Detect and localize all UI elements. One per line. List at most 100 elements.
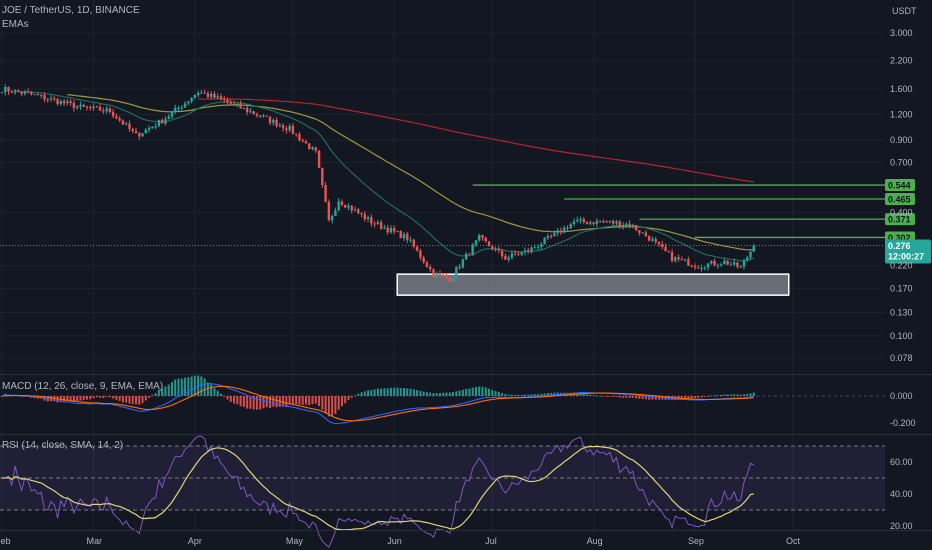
macd-histogram-bar — [716, 395, 719, 396]
macd-histogram-bar — [102, 396, 105, 399]
candle — [536, 246, 540, 248]
candle — [82, 104, 85, 107]
macd-histogram-bar — [223, 396, 226, 397]
candle — [4, 87, 7, 93]
macd-histogram-bar — [337, 396, 340, 410]
macd-histogram-bar — [631, 396, 634, 398]
candle — [602, 221, 605, 223]
candle — [13, 90, 17, 93]
macd-histogram-bar — [347, 396, 350, 401]
candle — [451, 276, 455, 282]
candle — [89, 107, 92, 109]
candle — [605, 221, 608, 223]
candle — [373, 223, 376, 225]
candle — [147, 128, 151, 130]
macd-histogram-bar — [416, 389, 419, 396]
macd-label[interactable]: MACD (12, 26, close, 9, EMA, EMA) — [2, 381, 164, 392]
y-tick-label: 0.400 — [890, 207, 913, 217]
macd-histogram-bar — [625, 396, 628, 398]
candle — [183, 103, 187, 108]
macd-histogram-bar — [618, 396, 621, 398]
candle — [95, 106, 98, 108]
candle — [360, 213, 363, 215]
candle — [654, 239, 657, 242]
candle — [26, 91, 30, 93]
macd-histogram-bar — [154, 393, 157, 396]
macd-histogram-bar — [527, 394, 530, 396]
candle — [92, 106, 95, 109]
candle — [308, 143, 311, 150]
macd-histogram-bar — [311, 396, 314, 405]
macd-histogram-bar — [752, 392, 755, 396]
candle — [752, 245, 755, 252]
candle — [167, 116, 170, 120]
candle — [406, 234, 409, 241]
price-level-label: 0.544 — [888, 181, 911, 191]
candle — [664, 246, 667, 252]
candle — [252, 111, 255, 115]
candle — [670, 252, 674, 261]
macd-histogram-bar — [272, 396, 275, 407]
candle — [484, 237, 487, 242]
candle — [543, 238, 546, 245]
candle — [376, 222, 380, 225]
candle — [219, 96, 223, 99]
x-tick-label: Apr — [188, 536, 202, 546]
rsi-label[interactable]: RSI (14, close, SMA, 14, 2) — [2, 440, 124, 451]
candle — [383, 227, 386, 229]
candle — [618, 221, 621, 227]
candle — [330, 215, 334, 221]
candle — [409, 239, 412, 241]
macd-histogram-bar — [749, 393, 752, 396]
candle — [549, 236, 553, 238]
macd-histogram-bar — [262, 396, 265, 409]
macd-histogram-bar — [713, 395, 716, 397]
macd-histogram-bar — [99, 396, 102, 398]
symbol-title[interactable]: JOE / TetherUS, 1D, BINANCE — [2, 5, 140, 16]
macd-histogram-bar — [550, 392, 553, 396]
candle — [46, 99, 49, 101]
macd-histogram-bar — [383, 388, 386, 396]
macd-histogram-bar — [638, 396, 641, 399]
candle — [281, 125, 285, 129]
macd-histogram-bar — [298, 396, 301, 405]
candle — [634, 225, 638, 231]
macd-histogram-bar — [491, 389, 494, 396]
candle — [432, 269, 435, 277]
macd-histogram-bar — [445, 392, 448, 396]
macd-histogram-bar — [331, 396, 334, 417]
current-price-tag — [885, 239, 931, 264]
candle — [174, 107, 177, 113]
candle — [131, 128, 134, 131]
candle — [644, 232, 648, 237]
candle — [598, 220, 602, 222]
candle — [716, 265, 720, 267]
macd-histogram-bar — [648, 396, 651, 400]
candle — [608, 220, 612, 223]
candle — [177, 107, 180, 109]
macd-histogram-bar — [324, 396, 327, 414]
candle — [317, 150, 321, 168]
candle — [294, 133, 298, 135]
macd-histogram-bar — [82, 396, 85, 401]
macd-histogram-bar — [710, 395, 713, 397]
macd-histogram-bar — [425, 392, 428, 396]
macd-histogram-bar — [121, 396, 124, 403]
candle — [203, 92, 206, 94]
candle — [693, 266, 697, 268]
candle — [523, 250, 527, 253]
candle — [585, 221, 589, 224]
macd-histogram-bar — [370, 389, 373, 396]
candle — [435, 273, 438, 277]
candle — [223, 98, 226, 101]
indicator-label[interactable]: EMAs — [2, 19, 29, 30]
macd-histogram-bar — [318, 396, 321, 407]
y-tick-label: 0.100 — [890, 331, 913, 341]
macd-histogram-bar — [419, 390, 422, 396]
candle — [190, 98, 193, 102]
y-tick-label: 0.220 — [890, 261, 913, 271]
candle — [49, 98, 53, 100]
candle — [533, 247, 536, 249]
